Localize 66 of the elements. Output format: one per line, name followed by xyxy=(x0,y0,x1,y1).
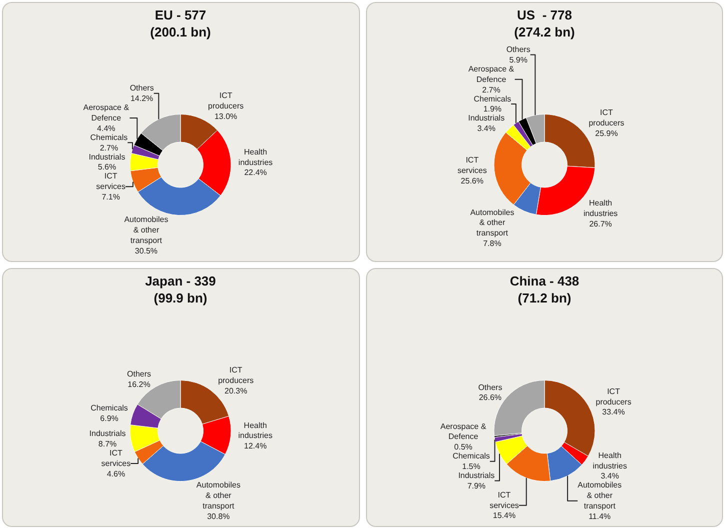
data-label: 6.9% xyxy=(100,413,118,422)
slice-label: Chemicals xyxy=(452,451,490,460)
slice-label: Aerospace & Defence xyxy=(440,421,486,441)
slice-label: Chemicals xyxy=(473,94,511,104)
data-label: 33.4% xyxy=(602,407,624,416)
data-label: 2.7% xyxy=(482,85,500,94)
slice-label: Health industries xyxy=(238,420,272,440)
data-label: 0.5% xyxy=(454,442,472,452)
data-label: 3.4% xyxy=(476,124,495,134)
data-label: 30.8% xyxy=(207,511,230,520)
data-label: 5.6% xyxy=(98,162,116,172)
data-label: 2.7% xyxy=(100,143,118,152)
slice-label: Chemicals xyxy=(90,132,128,142)
slice-label: ICT producers xyxy=(588,108,624,128)
slice-label: Automobiles & other transport xyxy=(470,208,514,238)
data-label: 3.4% xyxy=(600,471,618,480)
slice-label: ICT producers xyxy=(595,386,631,406)
slice-label: Others xyxy=(130,84,154,93)
slice-label: Health industries xyxy=(582,198,618,218)
data-label: 14.2% xyxy=(130,94,154,104)
data-label: 4.4% xyxy=(97,124,116,133)
slice-label: Others xyxy=(506,45,530,54)
slice-label: ICT services xyxy=(96,172,126,192)
data-label: 15.4% xyxy=(492,510,516,520)
data-label: 13.0% xyxy=(214,112,238,121)
slice-label: Health industries xyxy=(592,450,626,470)
slice-label: ICT producers xyxy=(218,365,254,385)
slice-label: Industrials xyxy=(89,428,126,438)
data-label: 7.9% xyxy=(466,480,486,490)
data-label: 26.6% xyxy=(478,392,502,402)
slice-label: ICT services xyxy=(101,448,131,468)
chart-title: Japan - 339 (99.9 bn) xyxy=(145,273,216,305)
data-label: 20.3% xyxy=(224,386,248,395)
data-label: 22.4% xyxy=(244,168,267,178)
data-label: 16.2% xyxy=(128,379,150,388)
slice-label: Others xyxy=(126,369,152,378)
slice-label: Industrials xyxy=(468,114,504,123)
slice-label: Industrials xyxy=(458,470,494,480)
slice-label: ICT services xyxy=(489,490,518,510)
data-label: 11.4% xyxy=(588,511,610,520)
data-label: 8.7% xyxy=(98,439,117,448)
slice-label: Industrials xyxy=(88,152,126,162)
data-label: 4.6% xyxy=(106,468,126,478)
slice-label: Others xyxy=(478,382,502,392)
data-label: 26.7% xyxy=(588,219,612,228)
slice-label: Chemicals xyxy=(90,402,128,412)
data-label: 7.8% xyxy=(482,239,501,248)
chart-title: US - 778 (274.2 bn) xyxy=(514,8,574,40)
slice-label: Health industries xyxy=(238,147,273,167)
slice-label: ICT services xyxy=(456,156,486,175)
slice-label: Automobiles & other transport xyxy=(577,480,622,510)
data-label: 30.5% xyxy=(134,246,158,256)
data-label: 25.9% xyxy=(594,128,618,138)
data-label: 7.1% xyxy=(102,192,120,202)
slice-label: Automobiles & other transport xyxy=(196,480,240,510)
slice-label: Automobiles & other transport xyxy=(124,215,168,246)
slice-label: Aerospace & Defence xyxy=(83,103,130,122)
data-label: 1.9% xyxy=(482,104,502,114)
data-label: 5.9% xyxy=(508,55,527,64)
chart-title: China - 438 (71.2 bn) xyxy=(509,273,579,305)
data-label: 12.4% xyxy=(244,441,267,450)
slice-label: Aerospace & Defence xyxy=(468,64,514,84)
data-label: 1.5% xyxy=(462,462,480,471)
slice-label: ICT producers xyxy=(208,90,244,110)
data-label: 25.6% xyxy=(460,176,483,186)
chart-title: EU - 577 (200.1 bn) xyxy=(150,8,211,40)
